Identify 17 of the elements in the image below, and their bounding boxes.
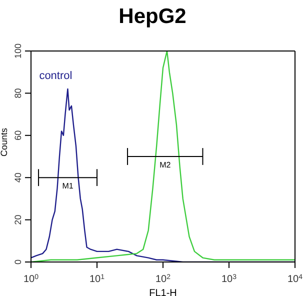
- series-label: M2: [160, 160, 172, 170]
- y-tick-label: 20: [13, 214, 23, 225]
- x-tick-label: 10$^{2}$: [155, 274, 171, 285]
- y-tick-label: 60: [13, 130, 23, 140]
- x-tick-label: 10$^{0}$: [23, 274, 39, 285]
- x-tick-label: 10$^{1}$: [89, 274, 105, 285]
- series-label: M1: [62, 182, 74, 191]
- x-tick-label: 10$^{4}$: [287, 274, 303, 285]
- y-tick-label: 100: [13, 43, 23, 59]
- y-axis-title: Counts: [0, 127, 10, 156]
- y-tick-label: 0: [13, 259, 23, 265]
- x-tick-label: 10$^{3}$: [221, 274, 237, 285]
- y-tick-label: 80: [13, 88, 23, 98]
- x-axis-title: FL1-H: [149, 288, 177, 296]
- y-tick-label: 40: [13, 172, 23, 183]
- series-label: control: [39, 70, 72, 82]
- chart-title: HepG2: [118, 4, 188, 30]
